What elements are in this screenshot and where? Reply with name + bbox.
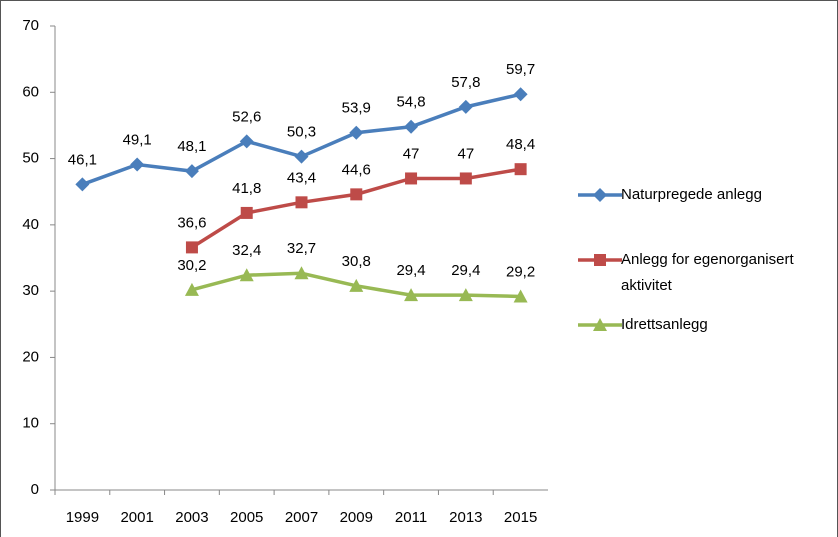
- data-label: 36,6: [177, 214, 206, 231]
- y-tick-label: 0: [31, 481, 39, 498]
- marker: [459, 172, 472, 185]
- marker: [458, 99, 473, 114]
- legend-label: Idrettsanlegg: [621, 316, 708, 333]
- marker: [514, 163, 527, 176]
- data-label: 46,1: [68, 151, 97, 168]
- data-label: 47: [457, 145, 474, 162]
- y-tick-label: 70: [22, 17, 39, 34]
- marker: [130, 157, 145, 172]
- x-tick-label: 2011: [395, 509, 427, 526]
- data-label: 52,6: [232, 108, 261, 125]
- data-label: 54,8: [396, 94, 425, 111]
- x-tick-label: 2007: [285, 509, 318, 526]
- data-label: 41,8: [232, 180, 261, 197]
- marker: [593, 318, 607, 331]
- marker: [240, 206, 253, 219]
- data-label: 29,4: [396, 262, 425, 279]
- data-label: 47: [403, 145, 420, 162]
- marker: [185, 241, 198, 254]
- legend-label: Naturpregede anlegg: [621, 186, 762, 203]
- x-tick-label: 1999: [66, 509, 99, 526]
- marker: [513, 87, 528, 102]
- marker: [75, 177, 90, 192]
- marker: [349, 125, 364, 140]
- marker: [239, 134, 254, 149]
- marker: [350, 188, 363, 201]
- data-label: 53,9: [342, 100, 371, 117]
- x-tick-label: 2005: [230, 509, 263, 526]
- data-label: 48,1: [177, 138, 206, 155]
- marker: [294, 149, 309, 164]
- y-tick-label: 60: [22, 83, 39, 100]
- y-tick-label: 20: [22, 348, 39, 365]
- marker: [405, 172, 418, 185]
- marker: [184, 164, 199, 179]
- y-tick-label: 40: [22, 216, 39, 233]
- data-label: 57,8: [451, 74, 480, 91]
- x-tick-label: 2015: [504, 509, 537, 526]
- marker: [404, 288, 419, 302]
- data-label: 30,2: [177, 257, 206, 274]
- marker: [294, 266, 309, 280]
- marker: [594, 254, 606, 266]
- data-label: 32,4: [232, 242, 261, 259]
- data-label: 30,8: [342, 253, 371, 270]
- marker: [349, 278, 364, 292]
- data-label: 49,1: [123, 132, 152, 149]
- data-label: 32,7: [287, 240, 316, 257]
- data-label: 29,4: [451, 262, 480, 279]
- y-tick-label: 10: [22, 415, 39, 432]
- x-tick-label: 2013: [449, 509, 482, 526]
- y-tick-label: 30: [22, 282, 39, 299]
- data-label: 59,7: [506, 61, 535, 78]
- marker: [593, 188, 607, 202]
- y-tick-label: 50: [22, 150, 39, 167]
- marker: [295, 196, 308, 209]
- data-label: 43,4: [287, 169, 316, 186]
- legend-label: Anlegg for egenorganisert aktivitet: [621, 251, 794, 294]
- data-label: 48,4: [506, 136, 535, 153]
- x-tick-label: 2001: [120, 509, 153, 526]
- marker: [458, 288, 473, 302]
- data-label: 44,6: [342, 161, 371, 178]
- x-tick-label: 2003: [175, 509, 208, 526]
- marker: [513, 289, 528, 303]
- marker: [239, 268, 254, 282]
- data-label: 29,2: [506, 263, 535, 280]
- marker: [404, 119, 419, 134]
- x-tick-label: 2009: [340, 509, 373, 526]
- marker: [184, 282, 199, 296]
- data-label: 50,3: [287, 124, 316, 141]
